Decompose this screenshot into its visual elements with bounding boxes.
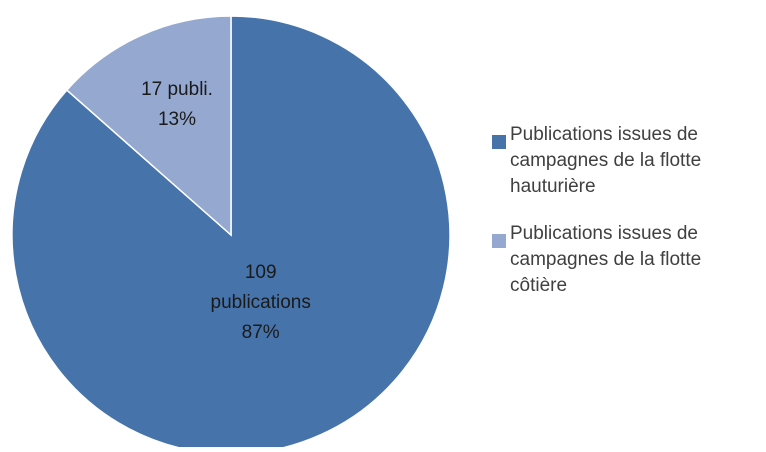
pie-label-0-line-1: publications [211,292,311,313]
legend-swatch-cotiere [492,234,506,248]
legend-swatch-hauturiere [492,135,506,149]
legend-item-cotiere: Publications issues de campagnes de la f… [492,221,762,300]
pie-label-0-line-0: 109 [245,262,277,283]
pie-slice-1 [65,15,232,237]
legend: Publications issues de campagnes de la f… [492,122,762,320]
pie-labels: 109 publications 87% 17 publi. 13% [141,79,311,343]
pie-label-1: 17 publi. 13% [141,79,213,130]
pie-label-0-line-2: 87% [242,322,280,343]
pie-slices [11,15,451,452]
pie-label-0: 109 publications 87% [211,262,311,343]
legend-label-cotiere: Publications issues de campagnes de la f… [510,223,702,296]
legend-item-hauturiere: Publications issues de campagnes de la f… [492,122,762,201]
pie-label-1-line-0: 17 publi. [141,79,213,100]
legend-label-hauturiere: Publications issues de campagnes de la f… [510,124,702,197]
pie-label-1-line-1: 13% [158,109,196,130]
